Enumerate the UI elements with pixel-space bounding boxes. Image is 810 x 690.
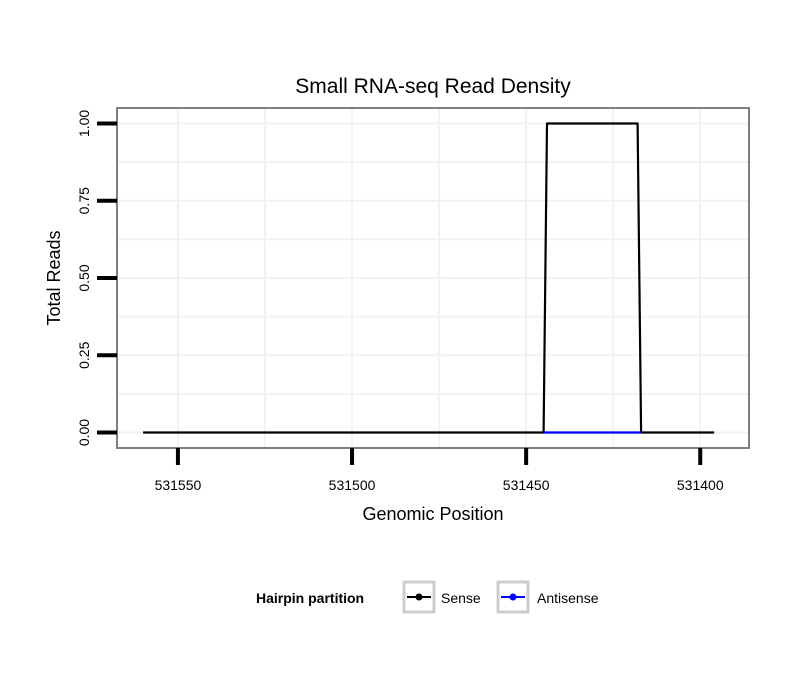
legend-key-sense — [402, 580, 436, 614]
y-tick-label: 0.50 — [76, 264, 92, 291]
y-axis: 0.00 0.25 0.50 0.75 1.00 — [76, 110, 117, 446]
x-tick-label: 531500 — [329, 477, 376, 493]
x-tick-label: 531400 — [677, 477, 724, 493]
legend-key-antisense — [496, 580, 530, 614]
y-tick-label: 1.00 — [76, 110, 92, 137]
y-tick-label: 0.25 — [76, 341, 92, 368]
x-tick-label: 531450 — [503, 477, 550, 493]
chart-title: Small RNA-seq Read Density — [295, 75, 571, 98]
series-lines — [143, 122, 715, 434]
legend-label-sense: Sense — [441, 590, 481, 606]
y-tick-label: 0.00 — [76, 419, 92, 446]
x-axis: 531550 531500 531450 531400 — [155, 448, 724, 493]
x-tick-label: 531550 — [155, 477, 202, 493]
legend-title: Hairpin partition — [256, 590, 364, 606]
y-axis-label: Total Reads — [44, 230, 64, 325]
series-line-sense — [143, 122, 715, 434]
x-axis-label: Genomic Position — [362, 504, 503, 524]
legend: Hairpin partition Sense Antisense — [256, 580, 599, 614]
legend-label-antisense: Antisense — [537, 590, 599, 606]
y-tick-label: 0.75 — [76, 187, 92, 214]
